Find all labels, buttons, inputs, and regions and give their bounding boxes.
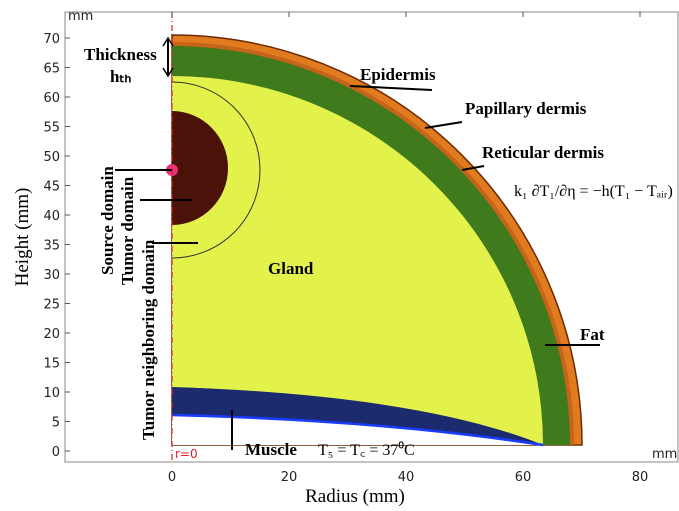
muscle-label: Muscle xyxy=(245,440,297,459)
y-axis-title: Height (mm) xyxy=(12,188,33,287)
y-tick-label: 45 xyxy=(43,180,60,195)
papillary-label: Papillary dermis xyxy=(465,99,587,118)
unit-label: mm xyxy=(68,9,93,24)
reticular-label: Reticular dermis xyxy=(482,143,604,162)
tumor-label: Tumor domain xyxy=(118,176,137,285)
y-tick-label: 55 xyxy=(43,121,60,136)
epidermis-label: Epidermis xyxy=(360,65,436,84)
skin-equation: k₁ ∂T₁/∂η = −h(T₁ − Tₐᵢᵣ) xyxy=(514,183,673,200)
muscle-equation: T₅ = T꜀ = 37⁰C xyxy=(318,441,415,459)
y-tick-label: 70 xyxy=(43,32,60,47)
x-tick-label: 60 xyxy=(515,470,532,485)
pointer xyxy=(425,122,462,128)
y-tick-label: 0 xyxy=(52,445,60,460)
y-tick-label: 50 xyxy=(43,150,60,165)
thickness-label: Thickness xyxy=(84,45,157,64)
y-tick-label: 20 xyxy=(43,327,60,342)
x-tick-label: 80 xyxy=(632,470,649,485)
y-tick-label: 10 xyxy=(43,386,60,401)
y-tick-label: 5 xyxy=(52,416,60,431)
gland-label: Gland xyxy=(268,259,314,278)
y-tick-label: 40 xyxy=(43,209,60,224)
y-tick-label: 60 xyxy=(43,91,60,106)
x-axis-title: Radius (mm) xyxy=(305,486,405,507)
y-tick-label: 15 xyxy=(43,357,60,372)
x-tick-label: 20 xyxy=(281,470,298,485)
neighbor-label: Tumor neighboring domain xyxy=(139,239,158,440)
y-tick-label: 25 xyxy=(43,298,60,313)
source-label: Source domain xyxy=(98,166,117,275)
fat-label: Fat xyxy=(580,325,605,344)
y-tick-label: 35 xyxy=(43,239,60,254)
thickness-symbol: hₜₕ xyxy=(110,67,131,86)
x-tick-label: 0 xyxy=(168,470,176,485)
x-tick-label: 40 xyxy=(398,470,415,485)
y-tick-label: 65 xyxy=(43,62,60,77)
unit-label: mm xyxy=(652,447,677,462)
origin-label: r=0 xyxy=(175,447,198,461)
y-tick-label: 30 xyxy=(43,268,60,283)
figure: r=0 mm mm Thickness hₜₕ Epidermis Papill… xyxy=(0,0,679,511)
